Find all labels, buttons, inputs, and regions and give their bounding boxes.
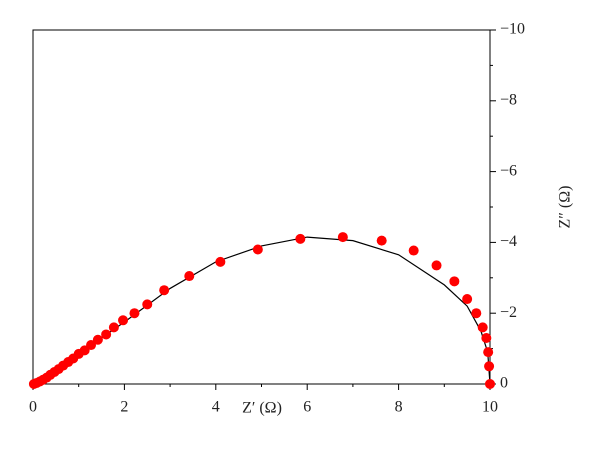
x-tick-label: 2 [120, 399, 128, 416]
y-tick-label: 0 [500, 375, 508, 392]
data-point [142, 299, 153, 310]
fit-line [32, 236, 491, 385]
data-point [252, 244, 263, 255]
data-point [108, 322, 119, 333]
y-tick-label: −10 [500, 21, 525, 38]
plot-frame [32, 29, 491, 385]
y-tick-label: −8 [500, 91, 517, 108]
data-point [484, 361, 495, 372]
data-point [337, 232, 348, 243]
x-axis-label: Z′ (Ω) [242, 400, 282, 417]
data-point [184, 271, 195, 282]
data-point [295, 233, 306, 244]
data-point [481, 332, 492, 343]
data-point [101, 329, 112, 340]
data-point [376, 235, 387, 246]
data-point [477, 322, 488, 333]
y-tick-label: −4 [500, 233, 517, 250]
x-tick-label: 8 [395, 399, 403, 416]
data-point [449, 276, 460, 287]
data-point [462, 294, 473, 305]
data-point [118, 315, 129, 326]
y-axis-label: Z″ (Ω) [557, 186, 574, 229]
data-point [28, 379, 39, 389]
data-point [159, 285, 170, 296]
y-tick-label: −2 [500, 304, 517, 321]
y-tick-label: −6 [500, 162, 517, 179]
data-point [92, 334, 103, 345]
data-point [485, 379, 495, 389]
x-tick-label: 0 [29, 399, 37, 416]
data-point [215, 256, 226, 267]
data-point [129, 308, 140, 319]
x-tick-label: 6 [303, 399, 311, 416]
data-point [408, 245, 419, 256]
data-point [483, 347, 494, 358]
x-tick-label: 10 [482, 399, 498, 416]
data-point [431, 260, 442, 271]
data-point [471, 308, 482, 319]
x-tick-label: 4 [212, 399, 220, 416]
